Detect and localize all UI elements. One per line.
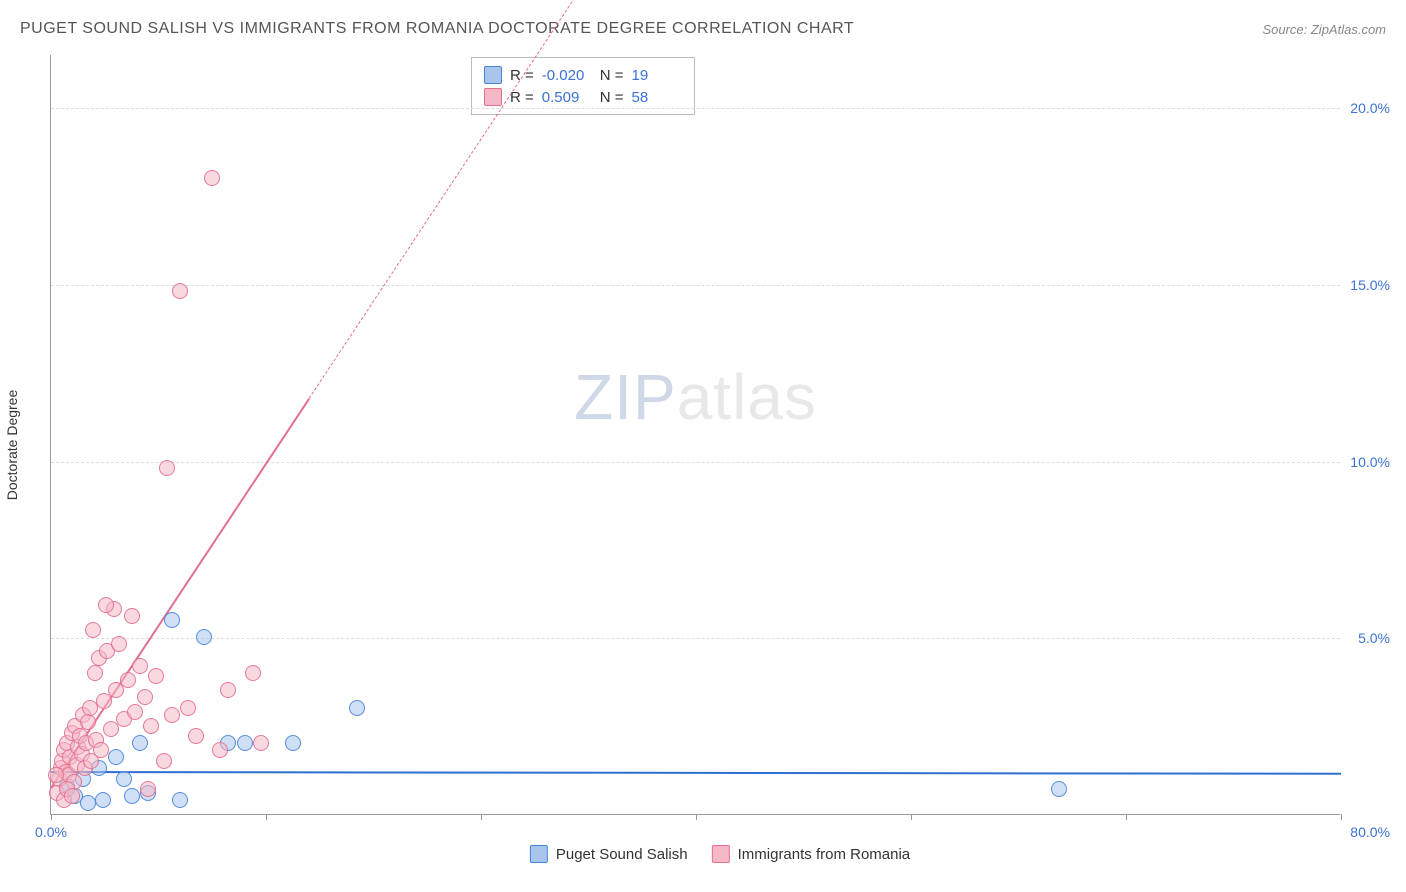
stat-n-value: 58: [632, 89, 682, 106]
stat-label: N =: [600, 67, 624, 84]
stat-r-value: 0.509: [542, 89, 592, 106]
y-tick-label: 15.0%: [1342, 277, 1390, 293]
data-point: [143, 718, 159, 734]
data-point: [111, 636, 127, 652]
data-point: [120, 672, 136, 688]
y-axis-label: Doctorate Degree: [4, 390, 20, 501]
data-point: [48, 767, 64, 783]
stat-label: N =: [600, 89, 624, 106]
data-point: [132, 658, 148, 674]
stats-legend-row: R =-0.020N =19: [484, 64, 682, 86]
gridline: [51, 108, 1340, 109]
x-tick: [911, 814, 912, 820]
data-point: [87, 665, 103, 681]
data-point: [64, 788, 80, 804]
plot-region: ZIPatlas R =-0.020N =19R =0.509N =58 5.0…: [50, 55, 1340, 815]
data-point: [172, 792, 188, 808]
data-point: [103, 721, 119, 737]
gridline: [51, 285, 1340, 286]
y-tick-label: 20.0%: [1342, 100, 1390, 116]
data-point: [127, 704, 143, 720]
data-point: [85, 622, 101, 638]
chart-title: PUGET SOUND SALISH VS IMMIGRANTS FROM RO…: [20, 20, 854, 38]
x-tick: [481, 814, 482, 820]
legend-item: Puget Sound Salish: [530, 845, 688, 863]
data-point: [188, 728, 204, 744]
gridline: [51, 462, 1340, 463]
watermark: ZIPatlas: [574, 360, 817, 434]
data-point: [159, 460, 175, 476]
data-point: [148, 668, 164, 684]
data-point: [253, 735, 269, 751]
data-point: [93, 742, 109, 758]
data-point: [82, 700, 98, 716]
legend-label: Immigrants from Romania: [738, 846, 911, 863]
data-point: [196, 629, 212, 645]
data-point: [285, 735, 301, 751]
stat-label: R =: [510, 89, 534, 106]
legend-swatch: [530, 845, 548, 863]
data-point: [172, 283, 188, 299]
legend-swatch: [484, 66, 502, 84]
series-legend: Puget Sound Salish Immigrants from Romani…: [530, 845, 910, 863]
x-tick: [696, 814, 697, 820]
trend-line: [51, 771, 1341, 775]
stats-legend: R =-0.020N =19R =0.509N =58: [471, 57, 695, 115]
data-point: [132, 735, 148, 751]
gridline: [51, 638, 1340, 639]
data-point: [124, 788, 140, 804]
legend-label: Puget Sound Salish: [556, 846, 688, 863]
stat-n-value: 19: [632, 67, 682, 84]
data-point: [237, 735, 253, 751]
data-point: [140, 781, 156, 797]
data-point: [245, 665, 261, 681]
data-point: [220, 682, 236, 698]
x-tick: [1341, 814, 1342, 820]
data-point: [80, 714, 96, 730]
data-point: [116, 771, 132, 787]
data-point: [137, 689, 153, 705]
data-point: [164, 707, 180, 723]
data-point: [164, 612, 180, 628]
data-point: [95, 792, 111, 808]
legend-item: Immigrants from Romania: [712, 845, 911, 863]
x-tick: [51, 814, 52, 820]
data-point: [180, 700, 196, 716]
legend-swatch: [712, 845, 730, 863]
x-tick-label: 80.0%: [1350, 824, 1390, 840]
data-point: [156, 753, 172, 769]
data-point: [98, 597, 114, 613]
data-point: [212, 742, 228, 758]
data-point: [1051, 781, 1067, 797]
x-tick: [1126, 814, 1127, 820]
source-attribution: Source: ZipAtlas.com: [1262, 22, 1386, 37]
y-tick-label: 5.0%: [1342, 630, 1390, 646]
y-tick-label: 10.0%: [1342, 454, 1390, 470]
data-point: [108, 749, 124, 765]
legend-swatch: [484, 88, 502, 106]
data-point: [124, 608, 140, 624]
data-point: [204, 170, 220, 186]
chart-area: Doctorate Degree ZIPatlas R =-0.020N =19…: [50, 55, 1390, 835]
stat-r-value: -0.020: [542, 67, 592, 84]
data-point: [349, 700, 365, 716]
data-point: [108, 682, 124, 698]
x-tick-label: 0.0%: [35, 824, 67, 840]
x-tick: [266, 814, 267, 820]
